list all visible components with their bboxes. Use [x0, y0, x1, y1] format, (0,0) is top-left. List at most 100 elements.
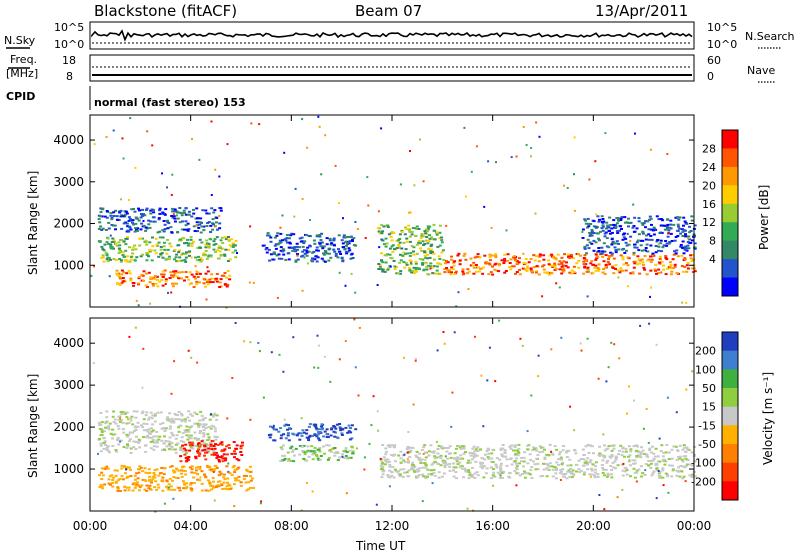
echo-cell	[172, 282, 176, 285]
echo-cell	[670, 240, 674, 242]
echo-cell	[179, 460, 183, 463]
echo-cell	[213, 499, 216, 502]
echo-cell	[534, 447, 538, 450]
echo-cell	[118, 284, 122, 287]
echo-cell	[275, 254, 279, 257]
echo-cell	[604, 266, 608, 269]
echo-cell	[192, 225, 196, 228]
echo-cell	[165, 252, 169, 255]
echo-cell	[509, 258, 513, 261]
echo-cell	[457, 445, 461, 448]
echo-cell	[669, 273, 673, 276]
echo-cell	[604, 132, 607, 135]
echo-cell	[605, 237, 609, 240]
echo-cell	[555, 461, 559, 464]
echo-cell	[127, 486, 131, 489]
echo-cell	[257, 342, 260, 344]
echo-cell	[617, 218, 620, 221]
echo-cell	[137, 471, 141, 474]
echo-cell	[602, 455, 606, 458]
echo-cell	[281, 214, 284, 217]
echo-cell	[202, 229, 206, 232]
echo-cell	[514, 457, 518, 460]
echo-cell	[313, 446, 317, 449]
echo-cell	[149, 212, 153, 215]
echo-cell	[665, 443, 669, 446]
xtick-label: 20:00	[576, 519, 611, 533]
echo-cell	[411, 269, 415, 272]
echo-cell	[103, 215, 107, 218]
echo-cell	[135, 410, 139, 413]
echo-cell	[216, 455, 220, 458]
echo-cell	[515, 484, 518, 487]
echo-cell	[120, 413, 124, 416]
echo-cell	[124, 243, 128, 246]
echo-cell	[195, 273, 199, 275]
echo-cell	[693, 475, 697, 478]
echo-cell	[513, 460, 517, 462]
echo-cell	[146, 430, 150, 433]
echo-cell	[392, 446, 396, 449]
echo-cell	[651, 252, 655, 255]
echo-cell	[649, 269, 653, 272]
echo-cell	[122, 222, 126, 225]
echo-cell	[217, 474, 221, 477]
echo-cell	[561, 264, 565, 267]
echo-cell	[159, 411, 163, 414]
echo-cell	[178, 221, 182, 224]
echo-cell	[321, 245, 325, 248]
echo-cell	[207, 246, 211, 249]
echo-cell	[351, 257, 355, 259]
echo-cell	[190, 273, 194, 276]
echo-cell	[560, 336, 563, 339]
echo-cell	[520, 473, 524, 475]
echo-cell	[629, 475, 632, 478]
echo-cell	[439, 464, 443, 467]
echo-cell	[684, 480, 687, 483]
echo-cell	[98, 421, 102, 424]
echo-cell	[490, 254, 494, 257]
echo-cell	[162, 435, 166, 438]
echo-cell	[550, 264, 554, 267]
echo-cell	[101, 248, 105, 251]
echo-cell	[118, 276, 122, 279]
echo-cell	[419, 236, 423, 239]
echo-cell	[534, 271, 538, 274]
echo-cell	[130, 208, 134, 211]
echo-cell	[348, 249, 352, 252]
echo-cell	[633, 459, 637, 462]
echo-cell	[526, 448, 530, 451]
noise-panel-frame	[89, 21, 695, 50]
echo-cell	[298, 438, 302, 441]
echo-cell	[671, 258, 675, 261]
echo-cell	[188, 283, 191, 286]
echo-cell	[137, 207, 140, 210]
colorbar-segment	[722, 203, 738, 223]
echo-cell	[342, 234, 346, 237]
echo-cell	[618, 449, 622, 452]
echo-cell	[273, 244, 277, 247]
echo-cell	[192, 275, 196, 278]
echo-cell	[144, 471, 148, 474]
echo-cell	[621, 269, 625, 272]
echo-cell	[197, 447, 201, 450]
echo-cell	[313, 242, 317, 245]
echo-cell	[431, 238, 435, 241]
echo-cell	[380, 468, 383, 470]
echo-cell	[388, 463, 392, 466]
echo-cell	[223, 253, 227, 256]
echo-cell	[116, 479, 120, 482]
echo-cell	[170, 274, 173, 277]
echo-cell	[101, 256, 105, 259]
echo-cell	[106, 260, 110, 262]
echo-cell	[117, 427, 121, 430]
echo-cell	[142, 270, 146, 273]
echo-cell	[142, 213, 145, 216]
echo-cell	[643, 473, 647, 476]
echo-cell	[242, 474, 246, 477]
colorbar-tick: -200	[691, 475, 716, 488]
echo-cell	[113, 469, 117, 472]
echo-cell	[640, 249, 644, 252]
echo-cell	[455, 477, 458, 480]
echo-cell	[432, 258, 436, 261]
